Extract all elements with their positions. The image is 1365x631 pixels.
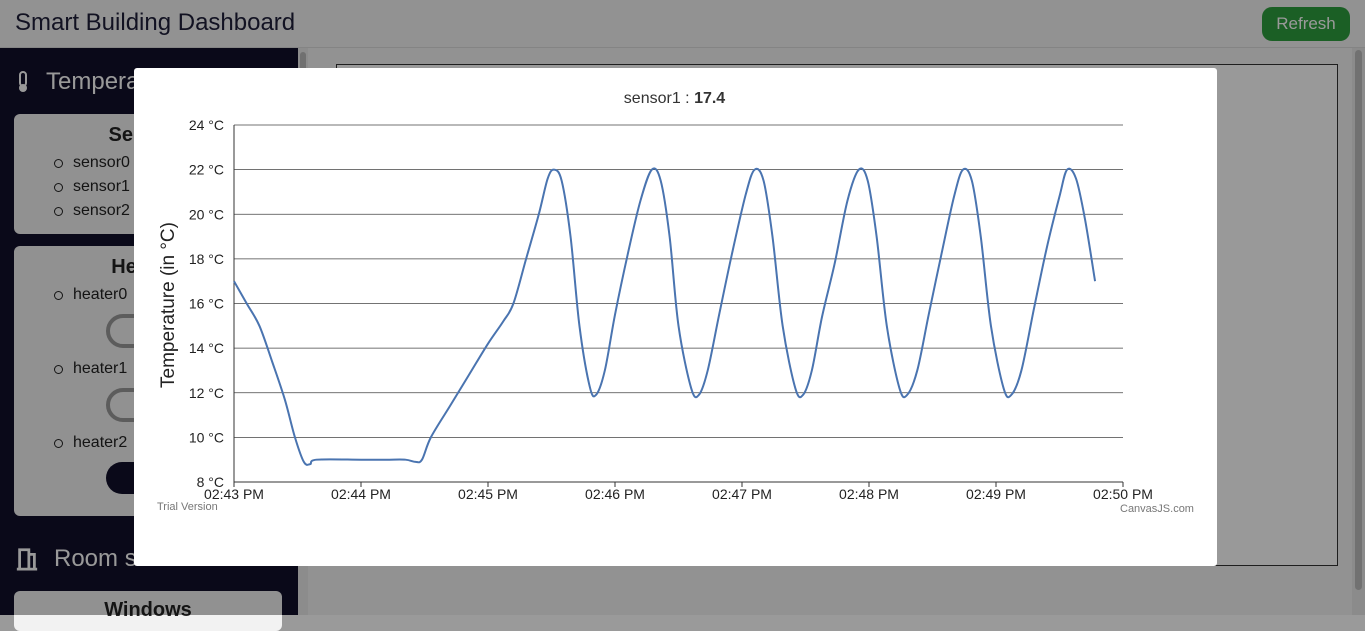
bullet-icon: [54, 438, 63, 448]
y-tick-label: 8 °C: [197, 474, 224, 490]
temperature-chart: 8 °C 10 °C 12 °C 14 °C 16 °C 18 °C 20 °C 22 °C 2…: [189, 117, 1153, 502]
heater-label: heater1: [73, 360, 128, 377]
y-tick-label: 14 °C: [189, 340, 224, 356]
y-tick-label: 22 °C: [189, 162, 224, 178]
list-item[interactable]: sensor0: [54, 154, 130, 172]
bullet-icon: [54, 364, 63, 374]
x-tick-label: 02:48 PM: [839, 486, 899, 502]
chart-title-series: sensor1 :: [623, 90, 695, 107]
x-tick-label: 02:49 PM: [966, 486, 1026, 502]
x-tick-label: 02:47 PM: [712, 486, 772, 502]
app-title: Smart Building Dashboard: [15, 9, 296, 36]
y-tick-label: 20 °C: [189, 206, 224, 222]
main-scrollbar-thumb[interactable]: [1355, 50, 1362, 590]
sensor-label: sensor2: [73, 202, 130, 219]
y-tick-label: 18 °C: [189, 251, 224, 267]
x-tick-label: 02:46 PM: [585, 486, 645, 502]
list-item[interactable]: sensor1: [54, 178, 130, 196]
bullet-icon: [54, 290, 63, 300]
bullet-icon: [54, 158, 63, 168]
y-tick-label: 10 °C: [189, 429, 224, 445]
bullet-icon: [54, 182, 63, 192]
refresh-button[interactable]: Refresh: [1262, 7, 1350, 41]
trial-version-label: Trial Version: [157, 501, 218, 513]
heater-label: heater0: [73, 286, 128, 303]
chart-modal: sensor1 : 17.4 Temperature (in °C) 8 °C 1…: [134, 68, 1217, 566]
x-tick-label: 02:44 PM: [331, 486, 391, 502]
list-item[interactable]: sensor2: [54, 202, 130, 220]
list-item[interactable]: heater0: [54, 286, 127, 304]
bullet-icon: [54, 206, 63, 216]
y-tick-label: 12 °C: [189, 385, 224, 401]
canvasjs-credit: CanvasJS.com: [1120, 503, 1194, 515]
chart-title: sensor1 : 17.4: [133, 90, 1216, 108]
list-item[interactable]: heater2: [54, 434, 127, 452]
thermometer-icon: [19, 71, 27, 92]
sensor-label: sensor0: [73, 154, 130, 171]
sensor-label: sensor1: [73, 178, 130, 195]
x-tick-label: 02:50 PM: [1093, 486, 1153, 502]
top-bar: Smart Building Dashboard Refresh: [0, 0, 1365, 48]
x-tick-label: 02:45 PM: [458, 486, 518, 502]
series-line-sensor1: [233, 167, 1097, 466]
chart-title-value: 17.4: [694, 90, 726, 107]
door-icon: [16, 548, 38, 571]
list-item[interactable]: heater1: [54, 360, 127, 378]
heater-label: heater2: [73, 434, 128, 451]
x-tick-label: 02:43 PM: [204, 486, 264, 502]
y-tick-label: 24 °C: [189, 117, 224, 133]
y-tick-label: 16 °C: [189, 296, 224, 312]
